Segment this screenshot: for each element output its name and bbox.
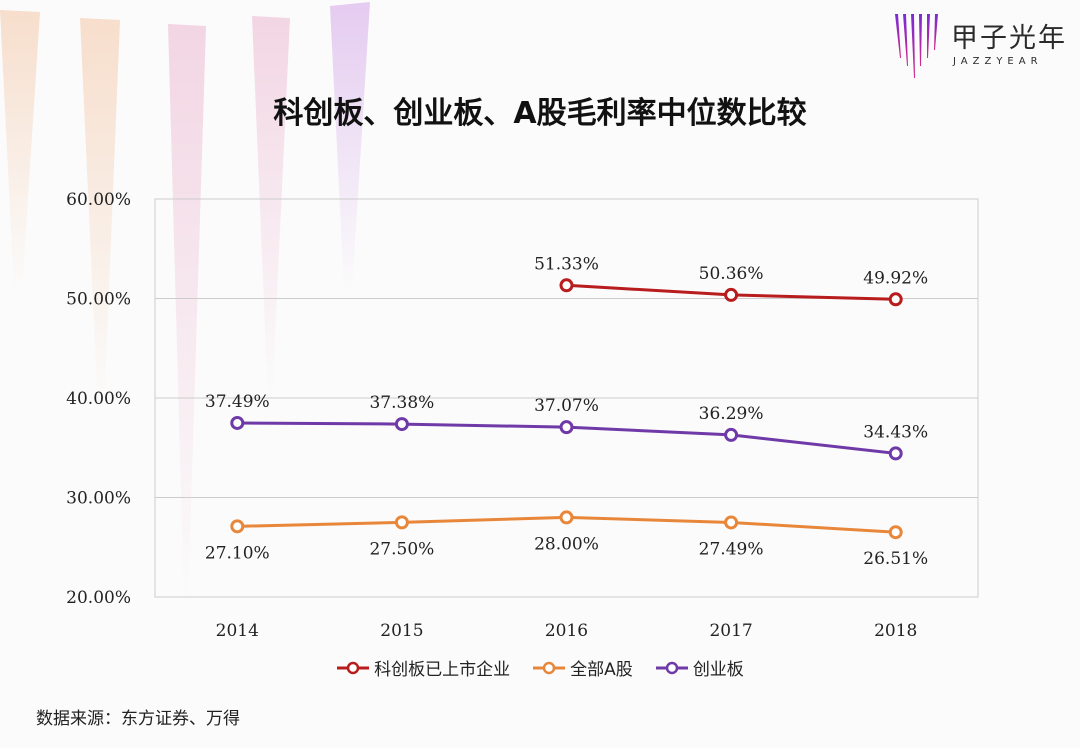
- legend-swatch-all-a: [533, 661, 566, 674]
- legend-label-all-a: 全部A股: [570, 660, 633, 680]
- legend-swatch-chuangye: [655, 661, 688, 674]
- legend-label-kechuang: 科创板已上市企业: [374, 660, 511, 680]
- logo-name-en: JAZZYEAR: [953, 56, 1043, 67]
- data-point: [888, 446, 903, 461]
- y-tick-label: 20.00%: [66, 588, 131, 608]
- data-point: [394, 417, 409, 432]
- x-tick-label: 2018: [874, 621, 917, 640]
- data-label: 27.49%: [699, 539, 764, 559]
- legend-item-chuangye: 创业板: [655, 655, 744, 680]
- legend-item-kechuang: 科创板已上市企业: [336, 655, 510, 680]
- x-tick-label: 2017: [709, 621, 752, 640]
- logo-bars-icon: [895, 14, 938, 78]
- y-tick-label: 50.00%: [66, 290, 131, 310]
- data-label: 37.07%: [534, 396, 599, 416]
- x-tick-label: 2014: [216, 621, 259, 640]
- y-tick-label: 60.00%: [66, 190, 131, 210]
- data-point: [230, 415, 245, 430]
- data-label: 49.92%: [863, 268, 928, 288]
- legend-label-chuangye: 创业板: [692, 660, 744, 680]
- data-label: 34.43%: [863, 422, 928, 442]
- data-point: [559, 278, 574, 293]
- data-point: [394, 515, 409, 530]
- data-point: [559, 420, 574, 435]
- data-label: 27.10%: [205, 543, 270, 563]
- data-label: 37.49%: [205, 392, 270, 412]
- data-point: [724, 287, 739, 302]
- data-label: 28.00%: [534, 534, 599, 554]
- data-point: [888, 292, 903, 307]
- x-tick-label: 2016: [545, 621, 588, 640]
- data-label: 27.50%: [369, 539, 434, 559]
- data-label: 26.51%: [863, 549, 928, 569]
- data-point: [724, 515, 739, 530]
- data-point: [559, 510, 574, 525]
- y-tick-label: 40.00%: [66, 389, 131, 409]
- legend-item-all-a: 全部A股: [532, 655, 633, 680]
- data-label: 50.36%: [699, 264, 764, 284]
- data-label: 36.29%: [699, 404, 764, 424]
- chart-legend: 科创板已上市企业 全部A股 创业板: [0, 655, 1080, 680]
- data-source-note: 数据来源：东方证券、万得: [36, 709, 240, 729]
- chart-title: 科创板、创业板、A股毛利率中位数比较: [273, 96, 807, 131]
- brand-logo: 甲子光年 JAZZYEAR: [893, 12, 1073, 82]
- x-tick-label: 2015: [380, 621, 423, 640]
- data-point: [724, 427, 739, 442]
- y-tick-label: 30.00%: [66, 489, 131, 509]
- data-point: [230, 519, 245, 534]
- data-point: [888, 525, 903, 540]
- logo-name-cn: 甲子光年: [951, 23, 1067, 54]
- legend-swatch-kechuang: [337, 661, 370, 674]
- data-label: 37.38%: [369, 393, 434, 413]
- data-label: 51.33%: [534, 254, 599, 274]
- line-chart: 20.00% 30.00% 40.00% 50.00% 60.00% 2014 2015 20…: [66, 190, 979, 640]
